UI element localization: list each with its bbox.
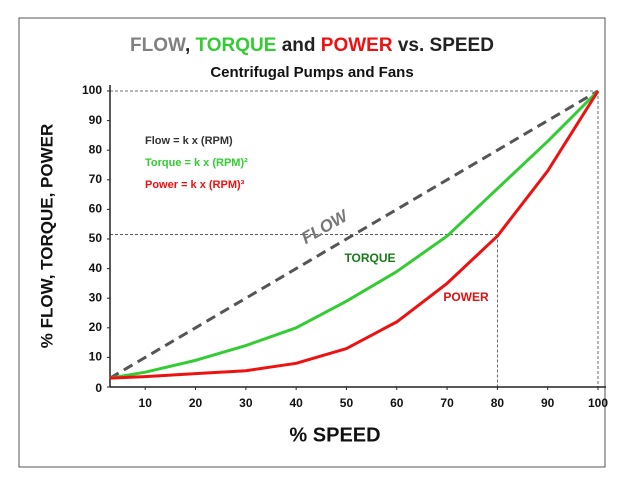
- chart-title: FLOW, TORQUE and POWER vs. SPEED: [130, 35, 494, 56]
- series-line: [109, 89, 600, 380]
- annotation: TORQUE: [344, 251, 395, 265]
- y-tick-label: 30: [89, 290, 103, 304]
- y-tick-label: 80: [89, 142, 103, 156]
- y-tick-label: 100: [82, 83, 102, 97]
- x-tick-label: 30: [239, 396, 253, 410]
- annotation: Power = k x (RPM)³: [145, 179, 245, 191]
- x-tick-label: 60: [390, 396, 404, 410]
- x-tick-label: 50: [340, 396, 354, 410]
- frame: [18, 17, 606, 468]
- annotation: Torque = k x (RPM)²: [145, 157, 248, 169]
- y-tick-label: 60: [89, 202, 103, 216]
- series-line: [109, 89, 599, 380]
- y-tick-label: 50: [89, 231, 103, 245]
- title-part: vs. SPEED: [393, 35, 494, 56]
- x-tick-label: 100: [588, 396, 608, 410]
- y-axis-label: % FLOW, TORQUE, POWER: [37, 124, 56, 348]
- title-part: POWER: [321, 35, 393, 56]
- title-part: ,: [185, 35, 196, 56]
- x-tick-label: 10: [139, 396, 153, 410]
- annotation: Flow = k x (RPM): [145, 135, 233, 147]
- y-tick-label: 10: [89, 350, 103, 364]
- chart-subtitle: Centrifugal Pumps and Fans: [210, 64, 413, 81]
- title-part: TORQUE: [196, 35, 277, 56]
- y-tick-label: 40: [89, 261, 103, 275]
- y-tick-label: 20: [89, 320, 103, 334]
- y-tick-label: 70: [89, 172, 103, 186]
- annotation: POWER: [443, 290, 489, 304]
- x-tick-label: 40: [289, 396, 303, 410]
- x-axis-label: % SPEED: [289, 424, 380, 446]
- y-tick-label: 0: [95, 381, 102, 395]
- x-tick-label: 90: [541, 396, 555, 410]
- title-part: FLOW: [130, 35, 186, 56]
- x-tick-label: 70: [440, 396, 454, 410]
- series-line: [109, 90, 600, 380]
- x-tick-label: 80: [491, 396, 505, 410]
- x-tick-label: 20: [189, 396, 203, 410]
- y-tick-label: 90: [89, 113, 103, 127]
- title-part: and: [276, 35, 320, 56]
